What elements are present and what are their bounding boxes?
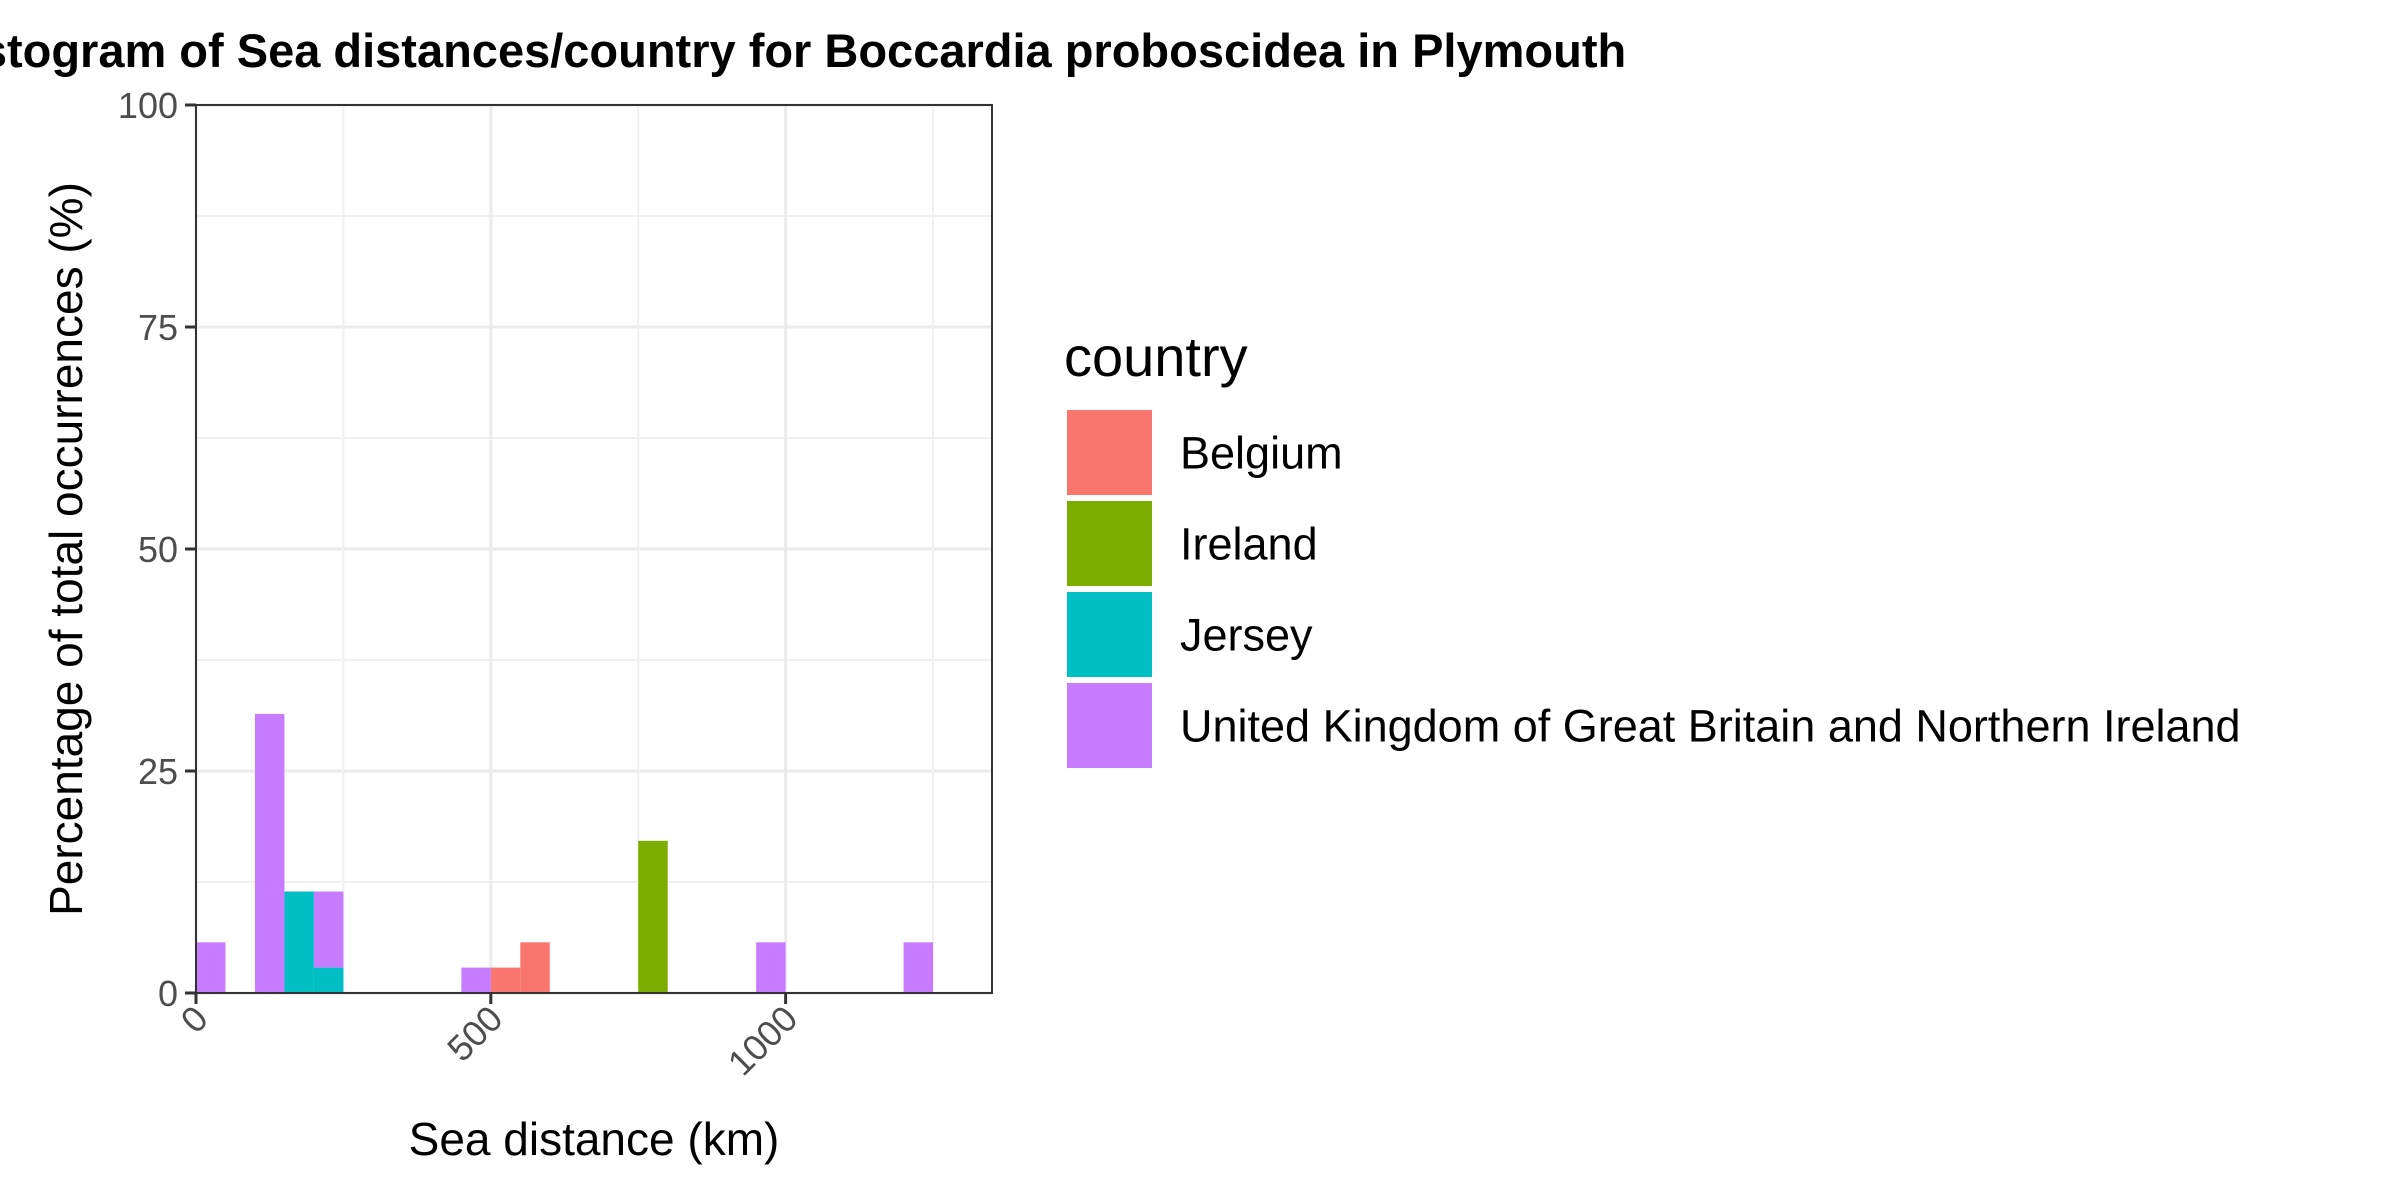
histogram-bars [196,713,934,993]
x-tick-label: 1000 [720,998,806,1084]
legend-label: Ireland [1180,519,1318,570]
legend-key-belgium [1067,410,1152,495]
bar-belgium-500 [490,967,521,993]
bar-united-450 [461,967,491,993]
legend-label: Jersey [1180,610,1313,661]
bar-united-100 [254,713,285,993]
y-tick-label: 100 [118,85,178,126]
bar-united-200 [313,891,344,968]
x-tick-label: 500 [439,998,510,1069]
legend-key-jersey [1067,592,1152,677]
grid-lines [194,103,992,995]
bar-united-0 [196,942,226,993]
legend-key-united [1067,683,1152,768]
y-tick-label: 75 [138,307,178,348]
y-axis: 0 25 50 75 100 [118,85,196,1014]
chart-title: Histogram of Sea distances/country for B… [0,24,1626,77]
x-axis: 0 500 1000 [173,993,806,1084]
legend-label: United Kingdom of Great Britain and Nort… [1180,701,2241,752]
y-tick-label: 0 [158,973,178,1014]
legend-title: country [1064,325,1248,388]
y-axis-title: Percentage of total occurrences (%) [40,182,92,916]
legend-label: Belgium [1180,428,1343,479]
x-axis-title: Sea distance (km) [409,1113,780,1165]
legend: country Belgium Ireland Jersey United Kingd… [1064,325,2241,768]
bar-jersey-150 [284,891,314,993]
legend-key-ireland [1067,501,1152,586]
bar-jersey-200 [313,967,344,993]
bar-united-1200 [903,942,934,993]
bar-ireland-750 [638,840,668,993]
y-tick-label: 25 [138,751,178,792]
bar-belgium-550 [520,942,550,993]
x-tick-label: 0 [173,998,216,1041]
y-tick-label: 50 [138,529,178,570]
bar-united-950 [756,942,786,993]
